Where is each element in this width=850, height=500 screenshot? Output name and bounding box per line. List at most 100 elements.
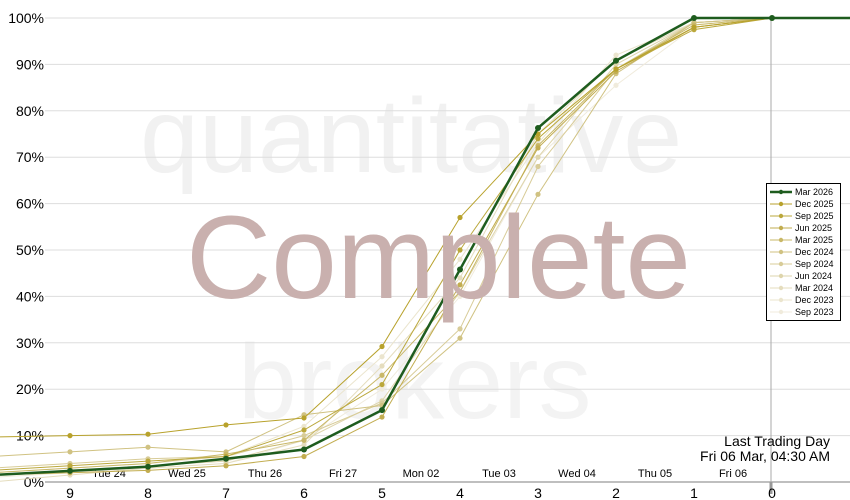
data-point bbox=[535, 136, 541, 142]
data-point bbox=[301, 446, 307, 453]
legend-item[interactable]: Dec 2024 bbox=[767, 246, 840, 258]
legend-label: Jun 2024 bbox=[795, 271, 833, 281]
last-trading-day-value: Fri 06 Mar, 04:30 AM bbox=[700, 448, 830, 464]
data-point bbox=[457, 247, 463, 253]
data-point bbox=[301, 415, 307, 421]
series-line bbox=[0, 16, 850, 476]
legend-swatch-icon bbox=[770, 297, 792, 303]
data-point bbox=[145, 444, 151, 450]
data-point bbox=[457, 335, 463, 341]
y-tick-label: 60% bbox=[16, 196, 44, 212]
legend-label: Sep 2024 bbox=[795, 259, 834, 269]
series-mar-2025 bbox=[0, 15, 850, 473]
legend-item[interactable]: Jun 2025 bbox=[767, 222, 840, 234]
x-tick-label: 5 bbox=[378, 485, 386, 500]
series-line bbox=[0, 17, 850, 473]
legend-label: Sep 2023 bbox=[795, 307, 834, 317]
legend-swatch-icon bbox=[770, 201, 792, 207]
legend-label: Dec 2025 bbox=[795, 199, 834, 209]
data-point bbox=[223, 455, 229, 462]
data-point bbox=[457, 256, 463, 262]
legend-item[interactable]: Sep 2023 bbox=[767, 306, 840, 318]
legend-item[interactable]: Mar 2025 bbox=[767, 234, 840, 246]
data-point bbox=[457, 289, 463, 295]
date-label: Fri 06 bbox=[719, 468, 747, 480]
series-sep-2024 bbox=[0, 15, 850, 469]
data-point bbox=[379, 414, 385, 420]
data-point bbox=[67, 449, 73, 455]
legend-swatch-icon bbox=[770, 213, 792, 219]
y-tick-label: 100% bbox=[8, 10, 44, 26]
data-point bbox=[535, 145, 541, 151]
y-tick-label: 90% bbox=[16, 56, 44, 72]
data-point bbox=[223, 463, 229, 469]
legend-swatch-icon bbox=[770, 273, 792, 279]
legend-item[interactable]: Dec 2023 bbox=[767, 294, 840, 306]
date-label: Wed 25 bbox=[168, 468, 206, 480]
legend-item[interactable]: Mar 2026 bbox=[767, 186, 840, 198]
date-label: Mon 02 bbox=[403, 468, 440, 480]
legend-label: Mar 2024 bbox=[795, 283, 834, 293]
data-point bbox=[379, 407, 385, 414]
x-tick-label: 2 bbox=[612, 485, 620, 500]
data-point bbox=[301, 437, 307, 443]
data-point bbox=[535, 163, 541, 170]
legend-label: Dec 2024 bbox=[795, 247, 834, 257]
series-mar-2026 bbox=[0, 15, 850, 476]
x-tick-label: 4 bbox=[456, 485, 464, 500]
legend-item[interactable]: Dec 2025 bbox=[767, 198, 840, 210]
series-line bbox=[0, 17, 850, 476]
y-tick-label: 40% bbox=[16, 288, 44, 304]
series-mar-2024 bbox=[0, 15, 850, 482]
legend-label: Jun 2025 bbox=[795, 223, 833, 233]
data-point bbox=[535, 191, 541, 197]
x-tick-label: 3 bbox=[534, 485, 542, 500]
data-point bbox=[67, 463, 73, 469]
x-tick-label: 1 bbox=[690, 485, 698, 500]
data-point bbox=[67, 467, 73, 474]
x-tick-label: 8 bbox=[144, 485, 152, 500]
series-dec-2023 bbox=[0, 15, 850, 473]
data-point bbox=[769, 15, 775, 21]
legend-label: Sep 2025 bbox=[795, 211, 834, 221]
legend-label: Mar 2025 bbox=[795, 235, 834, 245]
data-point bbox=[613, 66, 619, 72]
y-tick-label: 0% bbox=[24, 474, 44, 490]
date-label: Fri 27 bbox=[329, 468, 357, 480]
series-dec-2025 bbox=[0, 15, 850, 439]
last-trading-day: Last Trading Day Fri 06 Mar, 04:30 AM bbox=[700, 434, 830, 464]
series-line bbox=[0, 17, 850, 473]
legend-item[interactable]: Mar 2024 bbox=[767, 282, 840, 294]
series-line bbox=[0, 17, 850, 469]
y-tick-label: 50% bbox=[16, 242, 44, 258]
legend-swatch-icon bbox=[770, 225, 792, 231]
data-point bbox=[457, 293, 463, 299]
data-point bbox=[535, 154, 541, 160]
date-label: Thu 26 bbox=[248, 468, 282, 480]
data-point bbox=[691, 15, 697, 21]
y-tick-label: 80% bbox=[16, 103, 44, 119]
series-line bbox=[0, 17, 850, 438]
x-tick-label: 6 bbox=[300, 485, 308, 500]
y-tick-label: 70% bbox=[16, 149, 44, 165]
data-point bbox=[613, 82, 619, 88]
data-point bbox=[613, 52, 619, 58]
data-point bbox=[301, 453, 307, 460]
data-point bbox=[301, 427, 307, 433]
date-label: Thu 05 bbox=[638, 468, 672, 480]
series-sep-2023 bbox=[0, 15, 850, 478]
legend-item[interactable]: Jun 2024 bbox=[767, 270, 840, 282]
legend-swatch-icon bbox=[770, 249, 792, 255]
series-line bbox=[0, 17, 850, 457]
data-point bbox=[379, 343, 385, 350]
series-jun-2025 bbox=[0, 15, 850, 476]
legend-item[interactable]: Sep 2025 bbox=[767, 210, 840, 222]
legend-label: Dec 2023 bbox=[795, 295, 834, 305]
y-tick-label: 30% bbox=[16, 335, 44, 351]
data-point bbox=[145, 463, 151, 470]
legend-item[interactable]: Sep 2024 bbox=[767, 258, 840, 270]
series-line bbox=[0, 17, 850, 476]
last-trading-day-label: Last Trading Day bbox=[724, 433, 830, 449]
